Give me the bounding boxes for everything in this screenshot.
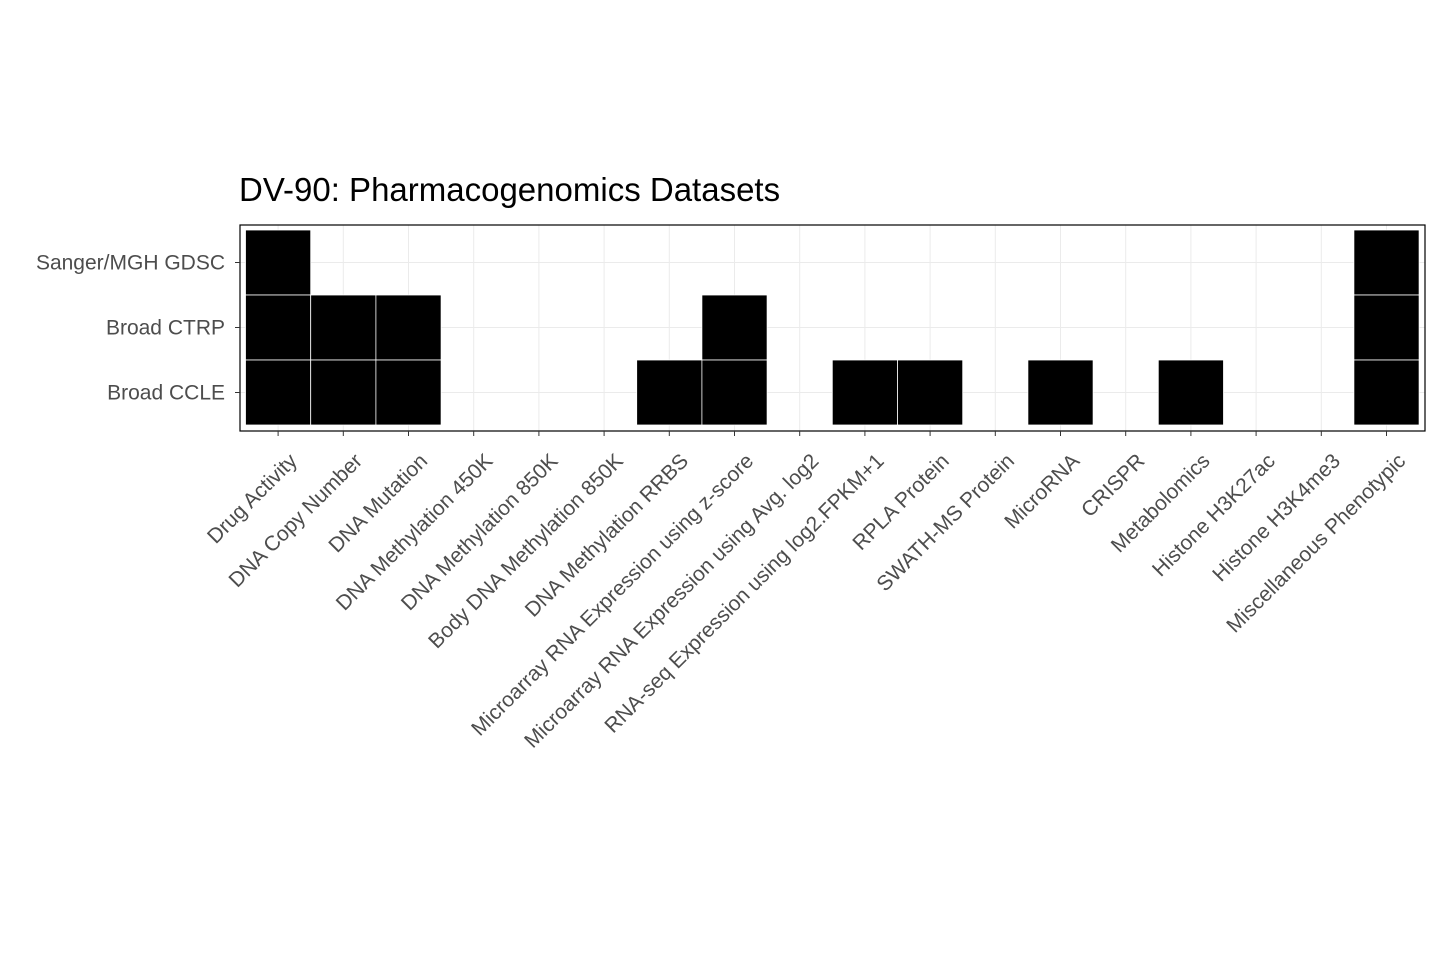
cell-broad-ctrp-dna-mutation — [375, 294, 442, 361]
y-tick-label-sanger-mgh-gdsc: Sanger/MGH GDSC — [36, 252, 225, 275]
cell-broad-ccle-microarray-rna-expression-using-z-score — [701, 359, 768, 426]
y-tick-label-broad-ctrp: Broad CTRP — [106, 317, 225, 340]
cell-broad-ccle-drug-activity — [245, 359, 312, 426]
cell-broad-ctrp-microarray-rna-expression-using-z-score — [701, 294, 768, 361]
cell-broad-ccle-dna-methylation-rrbs — [636, 359, 703, 426]
cell-broad-ccle-rna-seq-expression-using-log2-fpkm-1 — [831, 359, 898, 426]
cell-broad-ctrp-miscellaneous-phenotypic — [1353, 294, 1420, 361]
cell-broad-ccle-microrna — [1027, 359, 1094, 426]
cell-broad-ccle-dna-copy-number — [310, 359, 377, 426]
y-axis-labels: Sanger/MGH GDSC Broad CTRP Broad CCLE — [36, 252, 225, 405]
heatmap-cells — [245, 229, 1420, 426]
y-tick-label-broad-ccle: Broad CCLE — [107, 382, 225, 405]
cell-broad-ccle-miscellaneous-phenotypic — [1353, 359, 1420, 426]
cell-broad-ccle-dna-mutation — [375, 359, 442, 426]
cell-broad-ctrp-dna-copy-number — [310, 294, 377, 361]
x-tick-label-histone-h3k27ac: Histone H3K27ac — [1148, 449, 1280, 581]
cell-broad-ccle-rpla-protein — [897, 359, 964, 426]
cell-sanger-mgh-gdsc-drug-activity — [245, 229, 312, 296]
chart-title: DV-90: Pharmacogenomics Datasets — [239, 171, 780, 208]
cell-sanger-mgh-gdsc-miscellaneous-phenotypic — [1353, 229, 1420, 296]
cell-broad-ctrp-drug-activity — [245, 294, 312, 361]
tick-marks — [235, 262, 1387, 436]
cell-broad-ccle-metabolomics — [1157, 359, 1224, 426]
